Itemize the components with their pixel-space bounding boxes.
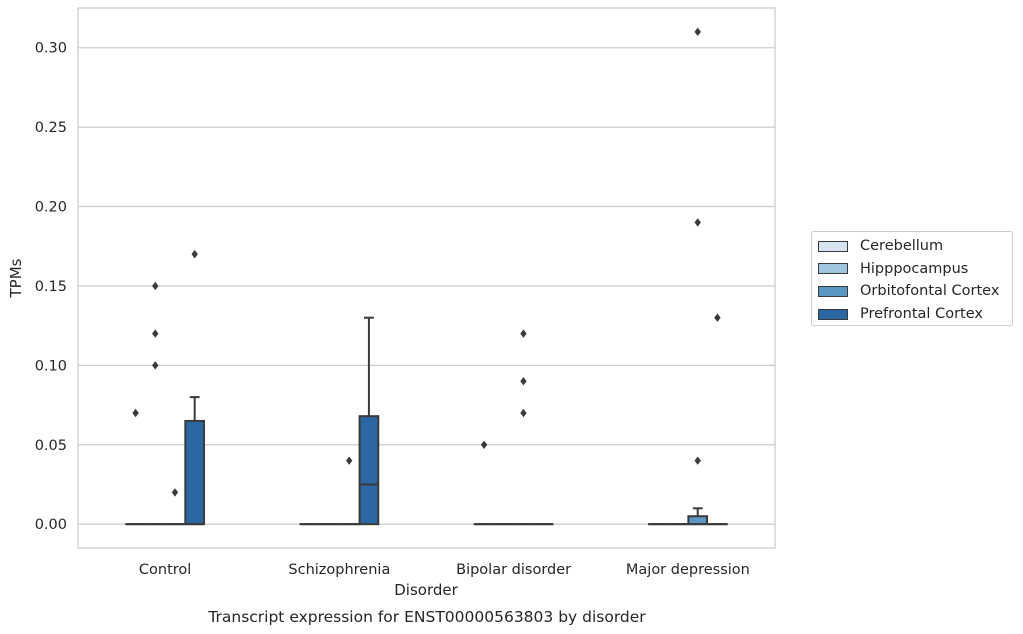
outlier-point xyxy=(132,408,139,418)
x-tick-label: Schizophrenia xyxy=(288,562,390,578)
legend-swatch xyxy=(818,285,848,297)
outlier-point xyxy=(346,456,353,465)
outlier-point xyxy=(694,456,701,465)
outlier-point xyxy=(694,218,701,227)
legend-label: Hipppocampus xyxy=(860,260,969,277)
outlier-point xyxy=(520,408,527,418)
legend-item: Hipppocampus xyxy=(818,258,1012,281)
legend-label: Cerebellum xyxy=(860,238,944,255)
outlier-point xyxy=(520,377,527,386)
x-tick-label: Major depression xyxy=(626,562,750,578)
x-tick-label: Control xyxy=(139,562,191,578)
legend-label: Prefrontal Cortex xyxy=(860,306,983,323)
box-group xyxy=(144,281,166,526)
x-tick-label: Bipolar disorder xyxy=(456,562,571,578)
y-axis-label: TPMs xyxy=(7,258,25,298)
legend-item: Cerebellum xyxy=(818,235,1012,258)
box-iqr xyxy=(184,419,206,526)
box-group xyxy=(707,313,728,526)
box-group xyxy=(358,316,380,526)
grid-layer xyxy=(78,47,775,525)
legend-label: Orbitofontal Cortex xyxy=(860,283,1000,300)
chart-caption: Transcript expression for ENST0000056380… xyxy=(207,608,646,626)
box-group xyxy=(687,27,709,526)
box-group xyxy=(473,440,495,526)
box-group xyxy=(184,249,206,526)
outlier-point xyxy=(152,361,159,370)
box-group xyxy=(125,408,146,526)
outlier-point xyxy=(714,313,721,322)
box-iqr xyxy=(358,415,380,526)
outlier-point xyxy=(171,488,179,497)
outlier-point xyxy=(520,329,527,338)
legend-swatch xyxy=(818,263,848,275)
y-tick-label: 0.15 xyxy=(35,279,67,295)
legend-swatch xyxy=(818,240,848,252)
outlier-point xyxy=(152,329,159,338)
outlier-point xyxy=(152,281,159,291)
legend-swatch xyxy=(818,308,848,320)
box-group xyxy=(338,456,360,526)
box-iqr xyxy=(687,515,709,526)
legend-item: Orbitofontal Cortex xyxy=(818,280,1012,303)
x-axis-label: Disorder xyxy=(394,581,458,599)
y-tick-label: 0.25 xyxy=(35,120,67,136)
y-tick-label: 0.20 xyxy=(35,200,67,216)
boxes-layer xyxy=(125,27,728,526)
outlier-point xyxy=(694,27,701,37)
legend-item: Prefrontal Cortex xyxy=(818,303,1012,326)
box-group xyxy=(513,329,534,526)
y-tick-label: 0.30 xyxy=(35,41,67,57)
y-tick-labels: 0.00 0.05 0.10 0.15 0.20 0.25 0.30 xyxy=(35,41,67,533)
y-tick-label: 0.05 xyxy=(35,438,67,454)
outlier-point xyxy=(191,249,198,259)
x-tick-labels: Control Schizophrenia Bipolar disorder Majo… xyxy=(139,562,750,578)
y-tick-label: 0.00 xyxy=(35,517,67,533)
y-tick-label: 0.10 xyxy=(35,358,67,374)
outlier-point xyxy=(480,440,488,449)
box-group xyxy=(164,488,186,526)
legend: Cerebellum Hipppocampus Orbitofontal Corte… xyxy=(811,231,1013,326)
plot-frame xyxy=(77,7,776,549)
